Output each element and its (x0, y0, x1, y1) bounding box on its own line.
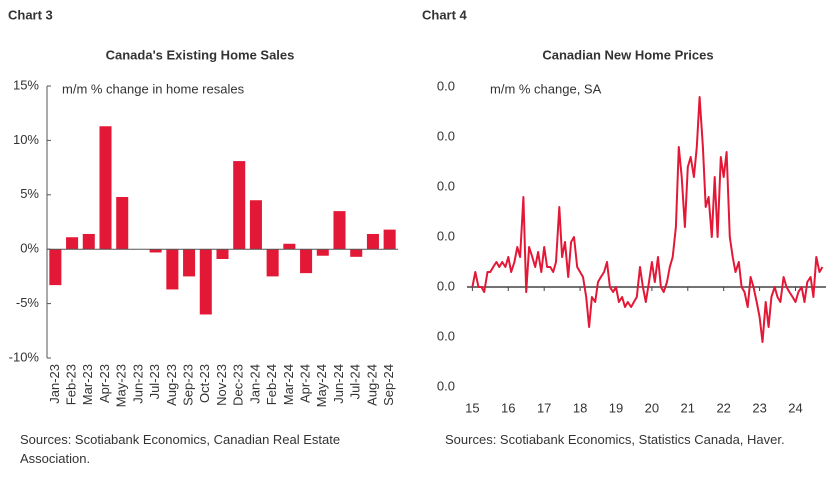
bar (199, 249, 212, 315)
x-tick-label: Mar-23 (80, 364, 95, 405)
x-tick-label: Apr-24 (298, 364, 313, 403)
subtitle: m/m % change in home resales (62, 81, 245, 96)
line-series (471, 96, 824, 343)
x-tick-label: Aug-24 (364, 364, 379, 406)
bar (266, 249, 279, 277)
bar (216, 249, 229, 259)
x-tick-label: Feb-23 (64, 364, 79, 405)
bar (149, 249, 162, 253)
x-tick-label: 21 (681, 400, 695, 415)
x-tick-label: Sep-24 (381, 364, 396, 406)
bar (283, 243, 296, 250)
bar (49, 249, 62, 286)
x-tick-label: Dec-23 (231, 364, 246, 406)
bar (316, 249, 329, 256)
bar (183, 249, 196, 277)
bar (300, 249, 313, 274)
x-tick-label: Sep-23 (181, 364, 196, 406)
x-tick-label: 24 (788, 400, 802, 415)
x-tick-label: 17 (537, 400, 551, 415)
x-tick-label: May-24 (314, 364, 329, 407)
x-tick-label: 23 (752, 400, 766, 415)
bar (166, 249, 179, 290)
y-tick-label: 0.0 (437, 378, 455, 393)
bar (383, 229, 396, 250)
x-tick-label: Nov-23 (214, 364, 229, 406)
x-tick-label: 16 (501, 400, 515, 415)
y-tick-label: 0.0 (437, 228, 455, 243)
x-tick-label: Jul-24 (348, 364, 363, 399)
chart-title: Canadian New Home Prices (542, 47, 713, 62)
x-tick-label: May-23 (114, 364, 129, 407)
x-tick-label: Oct-23 (197, 364, 212, 403)
x-tick-label: Feb-24 (264, 364, 279, 405)
y-tick-label: 0.0 (437, 178, 455, 193)
bar (249, 200, 262, 250)
x-tick-label: Jul-23 (147, 364, 162, 399)
bar (116, 196, 129, 250)
bar (233, 161, 246, 250)
chart-label: Chart 4 (422, 7, 468, 22)
x-tick-label: Jan-23 (47, 364, 62, 404)
y-tick-label: 0% (20, 241, 39, 256)
x-tick-label: 22 (716, 400, 730, 415)
chart-label: Chart 3 (8, 7, 53, 22)
bar (366, 233, 379, 250)
bar (99, 126, 112, 250)
bar (66, 237, 79, 250)
x-tick-label: Jan-24 (247, 364, 262, 404)
x-tick-label: 15 (465, 400, 479, 415)
y-tick-label: 0.0 (437, 78, 455, 93)
x-tick-label: Mar-24 (281, 364, 296, 405)
x-tick-label: 20 (645, 400, 659, 415)
bar (82, 233, 95, 250)
y-tick-label: 0.0 (437, 128, 455, 143)
chart-title: Canada's Existing Home Sales (106, 47, 295, 62)
bar (333, 211, 346, 250)
y-tick-label: 0.0 (437, 328, 455, 343)
y-tick-label: -5% (16, 295, 40, 310)
y-tick-label: 10% (13, 132, 39, 147)
x-tick-label: Aug-23 (164, 364, 179, 406)
x-tick-label: 19 (609, 400, 623, 415)
x-tick-label: 18 (573, 400, 587, 415)
source-note: Sources: Scotiabank Economics, Canadian … (20, 432, 341, 466)
y-tick-label: -10% (9, 349, 40, 364)
x-tick-label: Jun-24 (331, 364, 346, 404)
bar (350, 249, 363, 257)
y-tick-label: 15% (13, 77, 39, 92)
y-tick-label: 0.0 (437, 278, 455, 293)
x-tick-label: Jun-23 (130, 364, 145, 404)
subtitle: m/m % change, SA (490, 81, 602, 96)
source-note: Sources: Scotiabank Economics, Statistic… (445, 432, 785, 447)
x-tick-label: Apr-23 (97, 364, 112, 403)
y-tick-label: 5% (20, 186, 39, 201)
